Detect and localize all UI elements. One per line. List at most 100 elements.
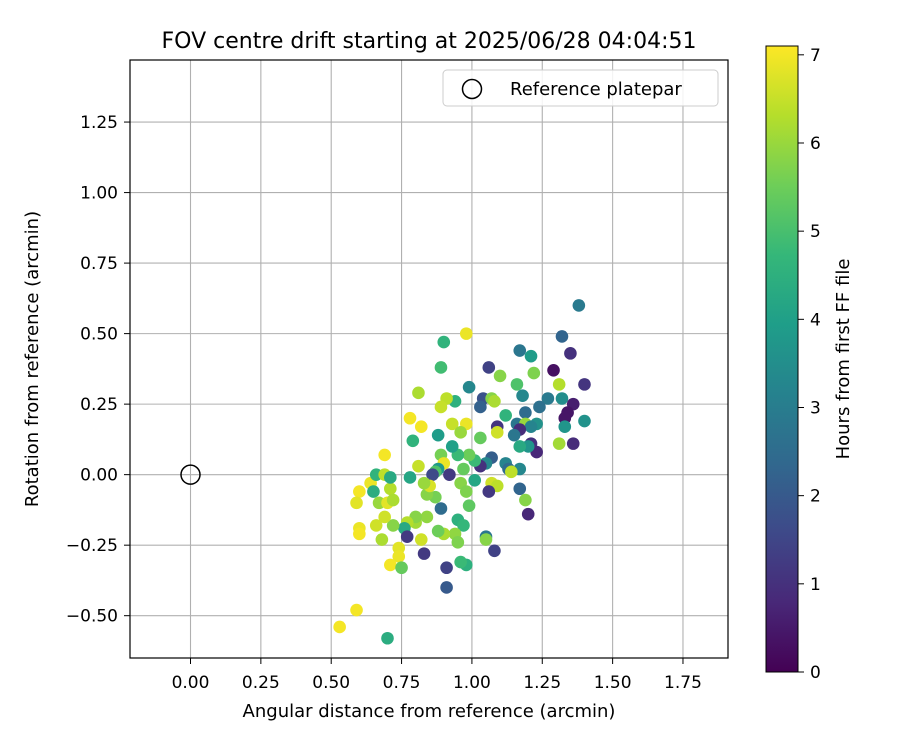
scatter-point bbox=[392, 550, 406, 563]
scatter-point bbox=[403, 411, 417, 425]
scatter-point bbox=[350, 603, 363, 617]
scatter-point bbox=[434, 400, 448, 414]
scatter-point bbox=[459, 327, 473, 340]
scatter-point bbox=[519, 406, 532, 419]
x-tick-label: 1.25 bbox=[523, 673, 561, 693]
x-tick-label: 1.75 bbox=[664, 673, 702, 693]
colorbar-tick-label: 2 bbox=[810, 487, 821, 507]
scatter-point bbox=[445, 417, 459, 431]
scatter-point bbox=[457, 519, 470, 532]
scatter-point bbox=[434, 361, 448, 374]
scatter-point bbox=[412, 459, 425, 473]
colorbar-label: Hours from first FF file bbox=[833, 259, 854, 460]
scatter-point bbox=[440, 561, 453, 575]
legend-entry-label: Reference platepar bbox=[510, 79, 682, 100]
grid-lines bbox=[130, 60, 728, 658]
scatter-point bbox=[414, 420, 428, 433]
colorbar-tick-label: 0 bbox=[810, 663, 821, 683]
scatter-point bbox=[524, 420, 538, 433]
scatter-point bbox=[578, 414, 591, 428]
scatter-point bbox=[417, 547, 431, 560]
scatter-point bbox=[527, 366, 541, 380]
plot-frame bbox=[129, 59, 729, 659]
x-axis-label: Angular distance from reference (arcmin) bbox=[243, 701, 616, 722]
scatter-point bbox=[386, 519, 400, 532]
legend-box bbox=[442, 69, 719, 107]
y-axis-label: Rotation from reference (arcmin) bbox=[22, 211, 43, 507]
scatter-point bbox=[384, 558, 397, 572]
y-axis-ticks: −0.50 −0.25 0.00 0.25 0.50 0.75 1.00 1.25 bbox=[66, 113, 130, 627]
scatter-point bbox=[513, 344, 527, 357]
x-tick-label: 0.75 bbox=[383, 673, 421, 693]
scatter-point bbox=[510, 378, 524, 391]
scatter-point bbox=[474, 431, 487, 445]
colorbar-tick-label: 4 bbox=[810, 310, 821, 330]
scatter-point bbox=[547, 363, 560, 377]
scatter-point bbox=[454, 426, 467, 439]
scatter-point bbox=[434, 502, 448, 515]
scatter-point bbox=[462, 380, 476, 394]
scatter-point bbox=[513, 482, 527, 496]
reference-marker-layer bbox=[180, 464, 201, 485]
y-tick-label: 0.50 bbox=[80, 325, 118, 345]
scatter-point bbox=[417, 476, 431, 490]
x-tick-label: 0.25 bbox=[242, 673, 280, 693]
scatter-point bbox=[516, 389, 529, 402]
scatter-point bbox=[353, 485, 366, 498]
scatter-point bbox=[572, 299, 586, 312]
scatter-point bbox=[541, 392, 555, 405]
x-tick-label: 0.00 bbox=[172, 673, 210, 693]
scatter-point bbox=[443, 468, 456, 481]
scatter-point bbox=[493, 369, 507, 383]
scatter-point bbox=[350, 496, 363, 510]
scatter-point bbox=[400, 530, 414, 544]
scatter-point bbox=[406, 434, 420, 448]
scatter-point bbox=[457, 462, 470, 476]
y-tick-label: −0.50 bbox=[66, 607, 118, 627]
scatter-point bbox=[386, 493, 400, 507]
scatter-point bbox=[507, 428, 521, 442]
scatter-point bbox=[369, 519, 383, 532]
scatter-point bbox=[555, 330, 569, 343]
scatter-point bbox=[552, 378, 566, 391]
scatter-point bbox=[578, 378, 591, 391]
scatter-point bbox=[454, 555, 467, 569]
scatter-point bbox=[420, 510, 434, 524]
scatter-point bbox=[533, 400, 546, 414]
scatter-point bbox=[375, 533, 389, 546]
scatter-point bbox=[437, 335, 451, 349]
scatter-point bbox=[519, 493, 532, 507]
colorbar-tick-label: 5 bbox=[810, 222, 821, 242]
scatter-point bbox=[462, 499, 476, 512]
scatter-point bbox=[524, 349, 538, 363]
x-tick-label: 1.50 bbox=[594, 673, 632, 693]
scatter-point bbox=[499, 409, 512, 422]
y-tick-label: 0.75 bbox=[80, 254, 118, 274]
scatter-point bbox=[513, 440, 527, 453]
scatter-point bbox=[395, 561, 408, 575]
scatter-point bbox=[468, 473, 482, 487]
y-tick-label: 1.00 bbox=[80, 184, 118, 204]
scatter-point bbox=[490, 426, 504, 439]
scatter-point bbox=[403, 471, 417, 484]
scatter-point bbox=[426, 468, 439, 481]
scatter-point bbox=[333, 620, 346, 634]
colorbar-tick-label: 3 bbox=[810, 398, 821, 418]
scatter-point bbox=[488, 395, 501, 408]
colorbar-tick-label: 7 bbox=[810, 46, 821, 66]
scatter-point bbox=[459, 485, 473, 498]
scatter-point bbox=[552, 437, 566, 450]
scatter-point bbox=[367, 485, 380, 498]
legend: Reference platepar bbox=[442, 69, 719, 107]
scatter-point bbox=[384, 482, 397, 496]
scatter-point bbox=[440, 581, 453, 594]
scatter-point bbox=[381, 631, 394, 645]
scatter-point bbox=[482, 361, 496, 374]
scatter-point bbox=[558, 420, 572, 433]
scatter-point bbox=[431, 524, 445, 538]
x-axis-ticks: 0.00 0.25 0.50 0.75 1.00 1.25 1.50 1.75 bbox=[172, 658, 702, 693]
scatter-point bbox=[566, 437, 580, 450]
scatter-point bbox=[521, 507, 535, 521]
plot-area bbox=[130, 60, 728, 658]
colorbar-gradient bbox=[765, 45, 799, 673]
